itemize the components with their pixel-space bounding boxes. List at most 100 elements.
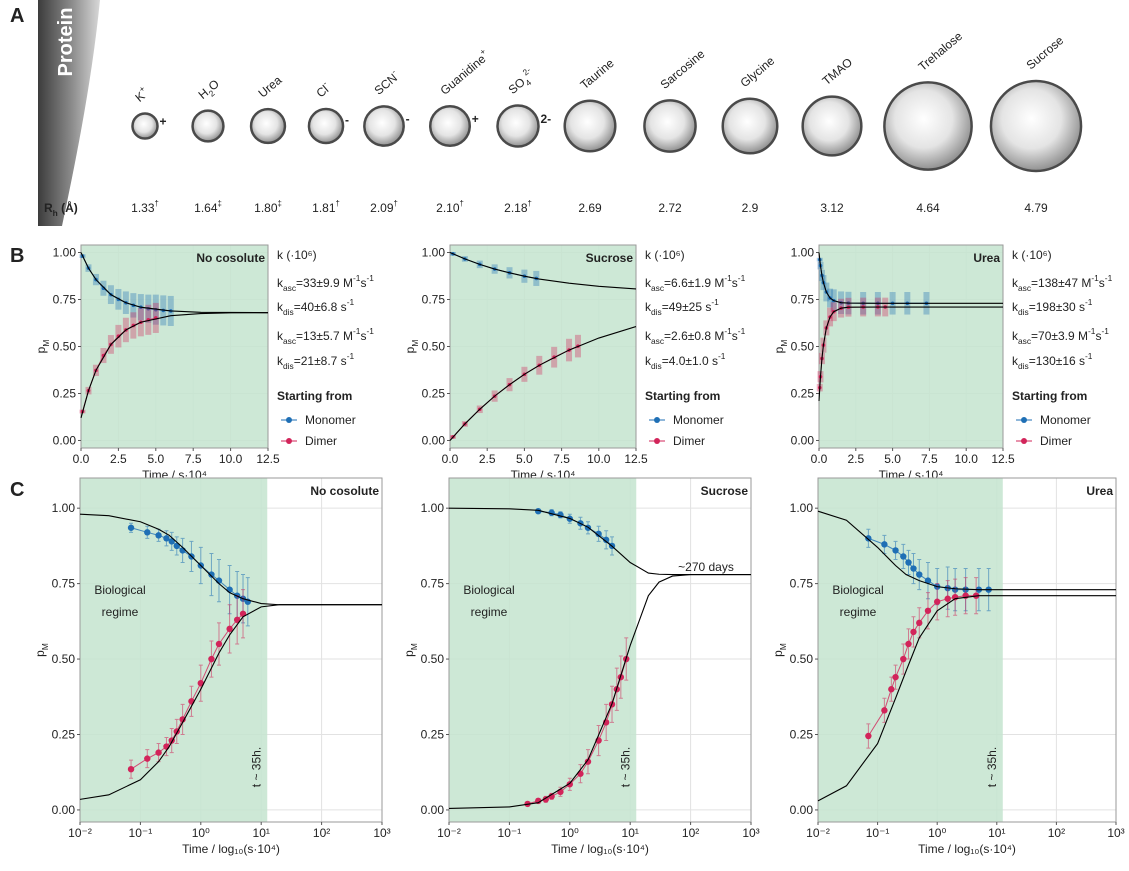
x-tick-label: 7.5 xyxy=(185,452,202,466)
rh-mark: † xyxy=(394,199,398,208)
data-point xyxy=(905,559,912,566)
cosolute-sphere xyxy=(643,99,697,153)
data-point xyxy=(577,770,584,777)
data-point xyxy=(127,524,135,531)
charge: - xyxy=(406,112,410,126)
charge: - xyxy=(345,113,349,127)
rate-text: kdis=130±16 s-1 xyxy=(1012,351,1093,371)
y-tick-label: 0.25 xyxy=(791,386,815,400)
legend-swatch xyxy=(1021,417,1027,423)
x-tick-label: 10⁻¹ xyxy=(866,826,890,840)
data-point xyxy=(924,607,932,614)
x-tick-label: 10⁰ xyxy=(561,826,579,840)
chart: 0.0 2.5 5.0 7.5 10.0 12.5 0.00 0.25 0.50 0.75 1.00… xyxy=(34,244,374,482)
data-point xyxy=(215,640,223,648)
rate-text-part: k xyxy=(277,276,284,290)
cosolute-sphere xyxy=(191,109,225,143)
y-axis-title: pM xyxy=(403,340,420,354)
y-tick-label: 0.50 xyxy=(53,340,77,354)
regime-label: Biological xyxy=(94,583,145,597)
rh-label-part: h xyxy=(53,208,58,218)
shaded-region xyxy=(819,245,1003,448)
rate-text-part: -1 xyxy=(1101,326,1109,336)
y-tick-label: 1.00 xyxy=(52,501,76,515)
cosolute-name-part: - xyxy=(320,78,329,88)
cosolute-name-part: - xyxy=(389,66,398,76)
cosolute-name-part: + xyxy=(477,46,487,57)
rate-text: kdis=198±30 s-1 xyxy=(1012,297,1093,317)
x-tick-label: 0.0 xyxy=(73,452,90,466)
data-point xyxy=(900,655,907,663)
rate-text-part: s xyxy=(1095,329,1101,343)
rate-text-part: =21±8.7 s xyxy=(294,354,347,368)
rh-value: 4.79 xyxy=(1024,201,1048,215)
legend-label: Monomer xyxy=(1040,413,1091,427)
x-tick-label: 12.5 xyxy=(624,452,648,466)
rh-label-part: R xyxy=(44,201,53,215)
rh-number: 1.33 xyxy=(131,201,155,215)
data-point xyxy=(916,571,923,578)
x-tick-label: 10.0 xyxy=(587,452,611,466)
rate-text-part: =33±9.9 M xyxy=(296,276,353,290)
y-tick-label: 0.00 xyxy=(791,433,815,447)
y-tick-label: 0.50 xyxy=(52,652,76,666)
x-axis-title: Time / log₁₀(s·10⁴) xyxy=(551,842,649,856)
rh-value: 3.12 xyxy=(820,201,844,215)
x-tick-label: 10⁰ xyxy=(192,826,210,840)
rate-text-part: =70±3.9 M xyxy=(1031,329,1088,343)
data-point xyxy=(226,586,233,593)
rh-mark: † xyxy=(528,199,532,208)
charge: 2- xyxy=(540,112,551,126)
x-tick-label: 7.5 xyxy=(921,452,938,466)
rate-text-part: -1 xyxy=(711,297,719,307)
chart-title: Urea xyxy=(973,251,1000,265)
legend-title: Starting from xyxy=(277,389,352,403)
x-tick-label: 10¹ xyxy=(622,826,639,840)
rate-text-part: dis xyxy=(651,307,662,317)
y-axis-title: pM xyxy=(33,643,50,657)
y-tick-label: 0.00 xyxy=(53,433,77,447)
plot-frame xyxy=(448,477,752,823)
y-tick-label: 1.00 xyxy=(422,246,446,260)
x-tick-label: 10³ xyxy=(1107,826,1124,840)
rate-text-part: -1 xyxy=(1085,351,1093,361)
rate-text-part: k xyxy=(1012,276,1019,290)
y-tick-label: 0.50 xyxy=(422,340,446,354)
rate-text-part: =2.6±0.8 M xyxy=(664,329,724,343)
x-tick-label: 10² xyxy=(313,826,330,840)
rate-text-part: -1 xyxy=(738,273,746,283)
data-point xyxy=(208,571,215,578)
cosolute-sphere xyxy=(563,99,617,153)
cosolute-sphere xyxy=(131,112,159,140)
rh-value: 1.81† xyxy=(312,199,340,215)
x-tick-label: 10⁻¹ xyxy=(498,826,522,840)
rate-text: kdis=21±8.7 s-1 xyxy=(277,351,354,371)
rate-text: kasc=33±9.9 M-1s-1 xyxy=(277,273,374,293)
data-point xyxy=(944,595,951,602)
legend-swatch xyxy=(1021,438,1027,444)
rh-number: 2.09 xyxy=(370,201,394,215)
data-point xyxy=(233,616,241,624)
rate-text-part: dis xyxy=(283,307,294,317)
cosolute-name-part: 4 xyxy=(523,77,533,88)
rate-text: kasc=70±3.9 M-1s-1 xyxy=(1012,326,1109,346)
x-tick-label: 12.5 xyxy=(991,452,1015,466)
rh-value: 1.64‡ xyxy=(194,199,222,215)
legend-swatch xyxy=(654,417,660,423)
chart-title: Sucrose xyxy=(586,251,634,265)
y-axis-title: pM xyxy=(34,340,51,354)
y-axis-title-part: M xyxy=(40,643,50,650)
rate-text-part: -1 xyxy=(366,273,374,283)
x-tick-label: 2.5 xyxy=(479,452,496,466)
rate-text-part: s xyxy=(360,329,366,343)
y-tick-label: 0.50 xyxy=(421,652,445,666)
data-point xyxy=(602,536,610,544)
x-tick-label: 0.0 xyxy=(442,452,459,466)
charge: + xyxy=(160,115,167,129)
rate-text-part: -1 xyxy=(347,351,355,361)
rh-value: 4.64 xyxy=(916,201,940,215)
fit-line xyxy=(80,252,269,314)
cosolute-name: Cl- xyxy=(312,78,334,100)
rate-text-part: s xyxy=(732,276,738,290)
